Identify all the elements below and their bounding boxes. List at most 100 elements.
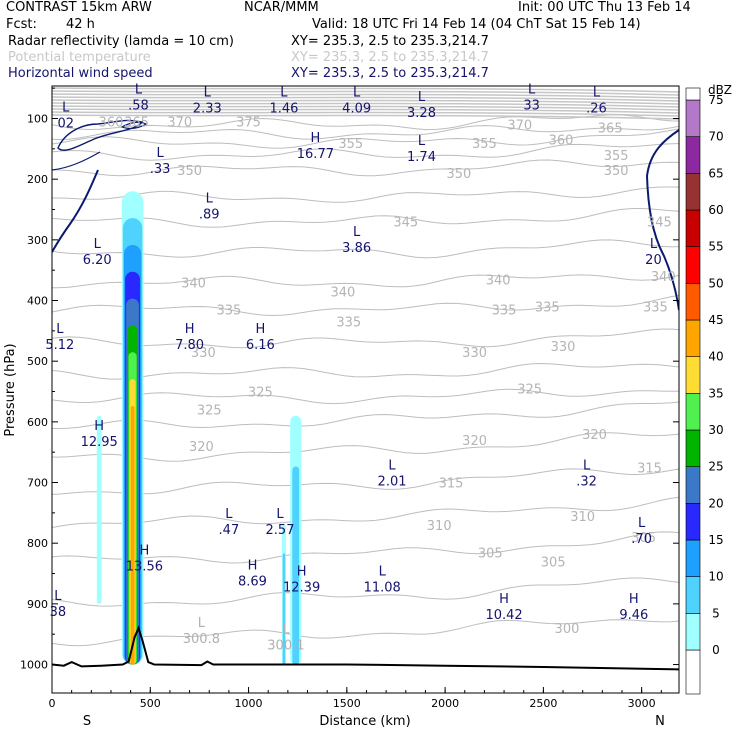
x-tick-label: 500 [140, 697, 161, 710]
theta-contour [52, 207, 679, 228]
theta-contour-upper [52, 108, 679, 114]
wind-extremum-kind: L [280, 85, 288, 100]
plot-frame [51, 85, 680, 694]
wind-contour-right-jet [645, 129, 679, 311]
theta-contour [52, 328, 679, 349]
reflectivity-band [130, 406, 135, 665]
wind-extremum-value: 12.39 [283, 581, 320, 596]
fcst-label: Fcst: [6, 17, 37, 32]
colorbar-swatch [685, 612, 701, 651]
wind-extremum-value: 1.74 [407, 150, 436, 165]
theta-contour-upper [52, 93, 679, 99]
x-axis-label: Distance (km) [319, 714, 410, 729]
theta-contour-upper [52, 111, 679, 117]
colorbar-label: 20 [708, 496, 723, 510]
theta-label: 335 [535, 301, 560, 316]
theta-contour [52, 619, 679, 647]
colorbar-swatch [685, 539, 701, 578]
theta-label: 320 [189, 440, 214, 455]
center-title: NCAR/MMM [244, 0, 319, 15]
wind-extremum-kind: L [388, 458, 396, 473]
y-axis: 100 200 300 400 500 600 700 800 900 1000 [20, 87, 679, 672]
y-tick-label: 600 [27, 416, 48, 429]
wind-contours [52, 119, 679, 311]
theta-contour [52, 159, 679, 177]
x-axis: 0 500 1000 1500 2000 2500 3000 [49, 687, 662, 710]
wind-extremum-kind: L [204, 85, 212, 100]
theta-label: 315 [439, 477, 464, 492]
colorbar-label: 25 [708, 460, 723, 474]
theta-label: 340 [181, 276, 206, 291]
x-tick-label: 1500 [333, 697, 361, 710]
theta-label: 315 [637, 461, 662, 476]
theta-label: 345 [647, 216, 672, 231]
x-tick-label: 2500 [529, 697, 557, 710]
wind-extremum-value: 4.09 [342, 101, 371, 116]
theta-label: 370 [507, 119, 532, 134]
theta-contour-upper [52, 87, 679, 93]
theta-label: 305 [631, 531, 656, 546]
wind-extremum-kind: L [198, 616, 206, 631]
wind-extremum-kind: L [353, 85, 361, 100]
y-tick-label: 800 [27, 537, 48, 550]
wind-extremum-kind: H [297, 565, 307, 580]
field-xy-reflectivity: XY= 235.3, 2.5 to 235.3,214.7 [291, 34, 489, 49]
wind-extremum-value: .89 [199, 208, 220, 223]
wind-extremum-value: 300.8 [183, 632, 220, 647]
theta-label: 325 [197, 404, 222, 419]
reflectivity-band [282, 553, 286, 665]
field-name-reflectivity: Radar reflectivity (lamda = 10 cm) [8, 34, 234, 49]
wind-extremum-kind: L [528, 82, 536, 97]
theta-contour-upper [52, 105, 679, 111]
wind-extremum-value: 2.01 [378, 474, 407, 489]
theta-label: 375 [236, 116, 261, 131]
y-tick-label: 1000 [20, 659, 48, 672]
wind-extremum-kind: L [94, 237, 102, 252]
theta-contour-upper [52, 90, 679, 96]
wind-contour-jet-inner [120, 121, 148, 130]
theta-label: 355 [472, 137, 497, 152]
wind-extremum-value: 1.46 [269, 101, 298, 116]
wind-extremum-kind: L [418, 134, 426, 149]
wind-extremum-value: 10.42 [485, 608, 522, 623]
wind-extremum-value: 8.69 [238, 575, 267, 590]
wind-extremum-kind: H [94, 419, 104, 434]
theta-label: 340 [330, 285, 355, 300]
theta-label: 330 [191, 346, 216, 361]
wind-extremum-kind: L [62, 101, 70, 116]
y-tick-label: 100 [27, 113, 48, 126]
colorbar-label: 45 [708, 313, 723, 327]
theta-label: 350 [604, 164, 629, 179]
theta-label: 335 [643, 301, 668, 316]
wind-extremum-value: 6.20 [83, 253, 112, 268]
theta-contour [52, 401, 679, 429]
x-tick-label: 2000 [431, 697, 459, 710]
wind-extrema-labels: L.58L2.33L1.46L4.09L3.28L33L.26L02H16.77… [45, 82, 661, 653]
x-axis-right-end: N [655, 714, 665, 729]
wind-extremum-value: 13.56 [126, 559, 163, 574]
theta-label: 325 [248, 386, 273, 401]
theta-label: 310 [570, 510, 595, 525]
init-time: Init: 00 UTC Thu 13 Feb 14 [518, 0, 691, 15]
theta-label: 355 [338, 137, 363, 152]
theta-contours [52, 87, 679, 647]
model-title: CONTRAST 15km ARW [6, 0, 152, 15]
theta-contour [52, 496, 679, 529]
x-tick-label: 0 [49, 697, 56, 710]
theta-label: 305 [541, 555, 566, 570]
colorbar-label: 60 [708, 203, 723, 217]
colorbar-swatch [685, 136, 701, 174]
theta-label: 355 [604, 149, 629, 164]
colorbar-swatch [685, 429, 701, 468]
wind-extremum-value: 11.08 [364, 581, 401, 596]
colorbar-swatch [685, 173, 701, 211]
theta-label: 300 [555, 622, 580, 637]
wind-extremum-kind: H [310, 131, 320, 146]
wind-extremum-kind: L [135, 82, 143, 97]
wind-extremum-kind: L [282, 622, 290, 637]
colorbar-label: 75 [708, 93, 723, 107]
theta-label: 365 [598, 122, 623, 137]
wind-extremum-value: .26 [586, 101, 607, 116]
wind-extremum-value: 20 [645, 253, 662, 268]
x-tick-label: 1000 [235, 697, 263, 710]
